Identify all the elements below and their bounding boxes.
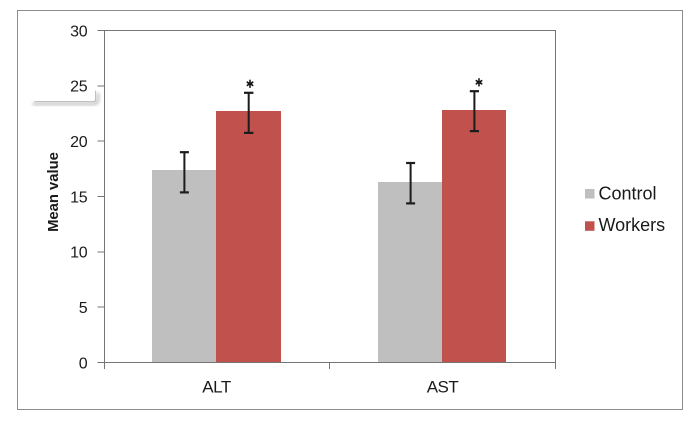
svg-text:ALT: ALT [202, 377, 231, 396]
svg-text:10: 10 [70, 245, 88, 262]
svg-text:15: 15 [70, 189, 88, 206]
svg-text:Control: Control [599, 184, 657, 204]
svg-text:Mean value: Mean value [46, 152, 62, 232]
svg-text:5: 5 [79, 300, 88, 317]
svg-text:AST: AST [427, 377, 459, 396]
svg-text:0: 0 [79, 355, 88, 372]
svg-text:20: 20 [70, 134, 88, 151]
svg-text:30: 30 [70, 23, 88, 40]
svg-text:Workers: Workers [599, 215, 666, 235]
svg-text:25: 25 [70, 79, 88, 96]
